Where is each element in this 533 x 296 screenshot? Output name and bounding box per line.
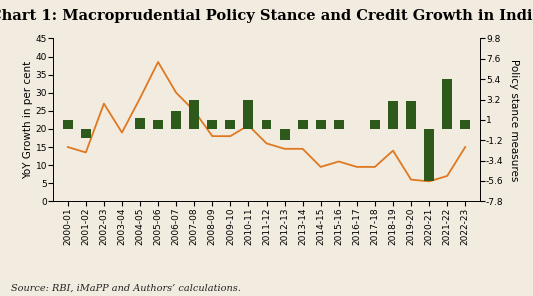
Bar	[316, 120, 326, 129]
Y-axis label: Policy stance measures: Policy stance measures	[509, 59, 519, 181]
Text: Chart 1: Macroprudential Policy Stance and Credit Growth in India: Chart 1: Macroprudential Policy Stance a…	[0, 9, 533, 23]
Bar	[424, 129, 434, 181]
Bar	[442, 79, 452, 129]
Bar	[135, 118, 145, 129]
Bar	[171, 111, 181, 129]
Bar	[225, 120, 236, 129]
Bar	[388, 101, 398, 129]
Bar	[297, 120, 308, 129]
Bar	[406, 101, 416, 129]
Bar	[262, 120, 271, 129]
Y-axis label: YoY Growth in per cent: YoY Growth in per cent	[23, 61, 33, 179]
Bar	[153, 120, 163, 129]
Bar	[334, 120, 344, 129]
Bar	[189, 99, 199, 129]
Bar	[81, 129, 91, 138]
Bar	[370, 120, 380, 129]
Bar	[207, 120, 217, 129]
Bar	[461, 120, 470, 129]
Bar	[63, 120, 72, 129]
Text: Source: RBI, iMaPP and Authors’ calculations.: Source: RBI, iMaPP and Authors’ calculat…	[11, 284, 240, 293]
Bar	[244, 99, 253, 129]
Bar	[280, 129, 289, 140]
